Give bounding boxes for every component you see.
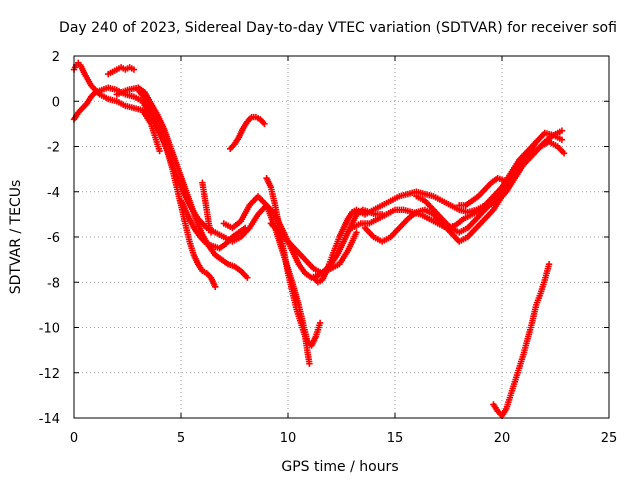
- series-track-f: [177, 197, 249, 252]
- data-point: [500, 177, 508, 184]
- y-tick-label: 2: [52, 50, 60, 65]
- x-tick-label: 15: [387, 431, 404, 446]
- data-point: [242, 224, 249, 232]
- data-point: [545, 260, 553, 268]
- series-track-b: [70, 59, 163, 155]
- x-tick-label: 5: [177, 431, 185, 446]
- data-point: [261, 120, 268, 128]
- data-point: [558, 127, 566, 134]
- y-tick-label: -14: [39, 412, 60, 427]
- y-tick-label: -10: [39, 322, 60, 337]
- data-point: [156, 147, 163, 155]
- series-track-g: [199, 179, 215, 236]
- x-tick-label: 20: [494, 431, 511, 446]
- data-point: [306, 360, 313, 367]
- series-track-p: [456, 174, 508, 209]
- y-tick-label: -12: [39, 367, 60, 382]
- data-point: [316, 319, 324, 327]
- y-tick-label: -6: [47, 231, 60, 246]
- series-track-m: [349, 138, 568, 232]
- y-tick-label: -8: [47, 276, 60, 291]
- x-tick-label: 0: [70, 431, 78, 446]
- series-track-i: [220, 193, 324, 349]
- chart-title: Day 240 of 2023, Sidereal Day-to-day VTE…: [59, 20, 617, 36]
- series-track-k: [267, 220, 360, 277]
- data-point: [130, 66, 138, 73]
- y-tick-label: -2: [47, 141, 60, 156]
- y-tick-label: -4: [47, 186, 60, 201]
- plot-frame: [73, 55, 610, 419]
- series-track-q: [490, 260, 553, 419]
- y-axis-label: SDTVAR / TECUs: [8, 180, 24, 295]
- data-point: [560, 150, 568, 157]
- data-point: [212, 283, 219, 290]
- series-track-o: [413, 138, 540, 236]
- series-layer: [70, 59, 568, 419]
- series-track-h: [227, 113, 268, 152]
- data-point: [353, 229, 360, 236]
- x-tick-label: 10: [280, 431, 297, 446]
- series-track-c: [105, 64, 138, 78]
- x-tick-labels: 0 5 10 15 20 25: [70, 431, 617, 446]
- y-tick-labels: 2 0 -2 -4 -6 -8 -10 -12 -14: [39, 50, 60, 427]
- data-point: [558, 136, 566, 143]
- y-tick-label: 0: [52, 95, 60, 110]
- x-axis-label: GPS time / hours: [281, 459, 398, 475]
- x-tick-label: 25: [601, 431, 618, 446]
- data-point: [533, 138, 540, 146]
- data-point: [244, 274, 251, 281]
- data-point: [207, 229, 215, 236]
